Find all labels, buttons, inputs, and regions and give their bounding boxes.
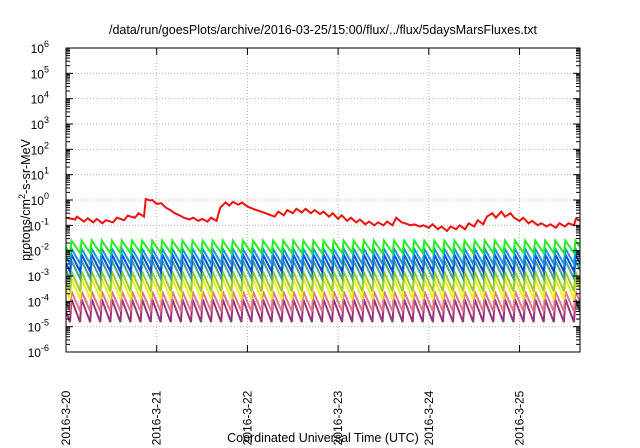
y-tick-label: 101 — [31, 166, 49, 183]
y-tick-base: 10 — [28, 346, 42, 360]
series-line — [66, 197, 580, 233]
y-tick-base: 10 — [31, 118, 45, 132]
y-tick-label: 10-1 — [28, 216, 49, 233]
y-tick-base: 10 — [28, 245, 42, 259]
y-tick-exponent: -6 — [41, 343, 49, 353]
y-tick-base: 10 — [31, 93, 45, 107]
y-tick-base: 10 — [31, 143, 45, 157]
series-line — [66, 290, 580, 312]
series-line — [66, 237, 580, 256]
y-tick-base: 10 — [28, 295, 42, 309]
y-tick-exponent: -5 — [41, 318, 49, 328]
y-tick-exponent: 5 — [44, 64, 49, 74]
x-tick-label: 2016-3-24 — [422, 390, 436, 445]
series-layer — [66, 197, 580, 323]
y-tick-labels: 10-610-510-410-310-210-11001011021031041… — [28, 39, 49, 360]
tick-marks — [65, 47, 580, 353]
y-tick-label: 106 — [31, 39, 49, 56]
y-tick-label: 100 — [31, 191, 49, 208]
y-tick-base: 10 — [31, 67, 45, 81]
y-tick-exponent: -4 — [41, 292, 49, 302]
x-tick-labels: 2016-3-20 2016-3-21 2016-3-22 2016-3-23 2016… — [59, 390, 527, 445]
y-tick-exponent: 6 — [44, 39, 49, 49]
y-tick-exponent: 1 — [44, 166, 49, 176]
y-tick-label: 10-6 — [28, 343, 49, 360]
x-tick-label: 2016-3-22 — [240, 390, 254, 445]
y-tick-label: 10-3 — [28, 267, 49, 284]
x-tick-label: 2016-3-23 — [331, 390, 345, 445]
y-axis-label-base: protons/cm — [19, 199, 33, 261]
x-tick-label: 2016-3-21 — [150, 390, 164, 445]
y-axis-label-tail: -s-sr-MeV — [19, 138, 33, 194]
y-tick-exponent: -1 — [41, 216, 49, 226]
y-tick-base: 10 — [31, 194, 45, 208]
y-tick-label: 105 — [31, 64, 49, 81]
y-tick-exponent: 0 — [44, 191, 49, 201]
y-tick-exponent: 2 — [44, 140, 49, 150]
y-tick-label: 104 — [31, 90, 49, 107]
y-axis-label-sup: 2 — [17, 194, 27, 199]
y-tick-exponent: 4 — [44, 90, 49, 100]
y-tick-base: 10 — [28, 270, 42, 284]
y-tick-base: 10 — [31, 42, 45, 56]
y-tick-label: 103 — [31, 115, 49, 132]
x-tick-label: 2016-3-25 — [513, 390, 527, 445]
y-tick-label: 102 — [31, 140, 49, 157]
y-tick-base: 10 — [28, 321, 42, 335]
series-line — [66, 245, 580, 268]
chart-title: /data/run/goesPlots/archive/2016-03-25/1… — [109, 23, 538, 37]
x-axis-label: Coordinated Universal Time (UTC) — [227, 431, 419, 445]
y-tick-base: 10 — [28, 219, 42, 233]
x-tick-label: 2016-3-20 — [59, 390, 73, 445]
y-tick-base: 10 — [31, 169, 45, 183]
y-tick-exponent: -3 — [41, 267, 49, 277]
y-axis-label: protons/cm2-s-sr-MeV — [17, 138, 33, 260]
y-tick-exponent: 3 — [44, 115, 49, 125]
y-tick-label: 10-5 — [28, 318, 49, 335]
y-tick-label: 10-2 — [28, 242, 49, 259]
y-tick-label: 10-4 — [28, 292, 49, 309]
y-tick-exponent: -2 — [41, 242, 49, 252]
